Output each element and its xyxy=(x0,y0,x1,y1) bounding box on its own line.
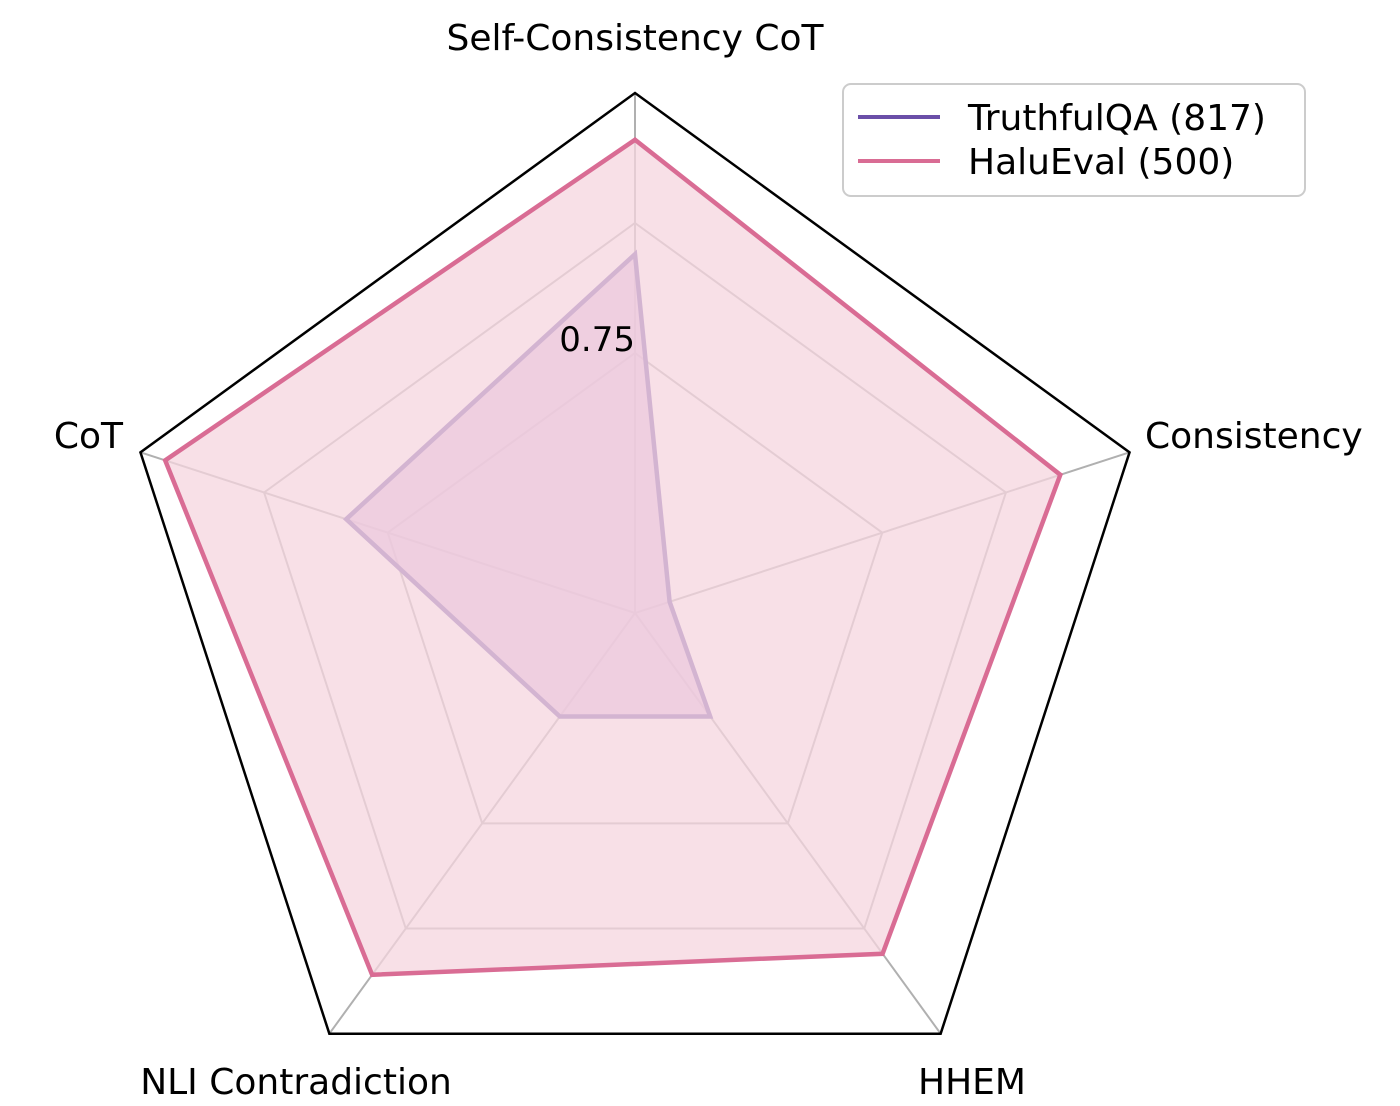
legend-label-truthfulqa: TruthfulQA (817) xyxy=(967,98,1266,139)
axis-label: Self-Consistency CoT xyxy=(447,18,825,59)
outer-frame xyxy=(138,91,1132,1035)
legend: TruthfulQA (817) HaluEval (500) xyxy=(842,83,1306,197)
axis-label: CoT xyxy=(54,416,124,457)
axis-labels: 0.75 Self-Consistency CoT Consistency HHEM N… xyxy=(54,18,1363,1103)
legend-box xyxy=(842,83,1306,197)
series-layer xyxy=(138,91,1132,1035)
ring-tick-label: 0.75 xyxy=(559,320,635,360)
axis-label: Consistency xyxy=(1145,416,1363,457)
axis-label: NLI Contradiction xyxy=(140,1062,452,1103)
legend-label-halueval: HaluEval (500) xyxy=(968,142,1234,183)
axis-label: HHEM xyxy=(918,1062,1026,1103)
series-area-1 xyxy=(165,139,1061,975)
series-line-1 xyxy=(162,137,1063,978)
